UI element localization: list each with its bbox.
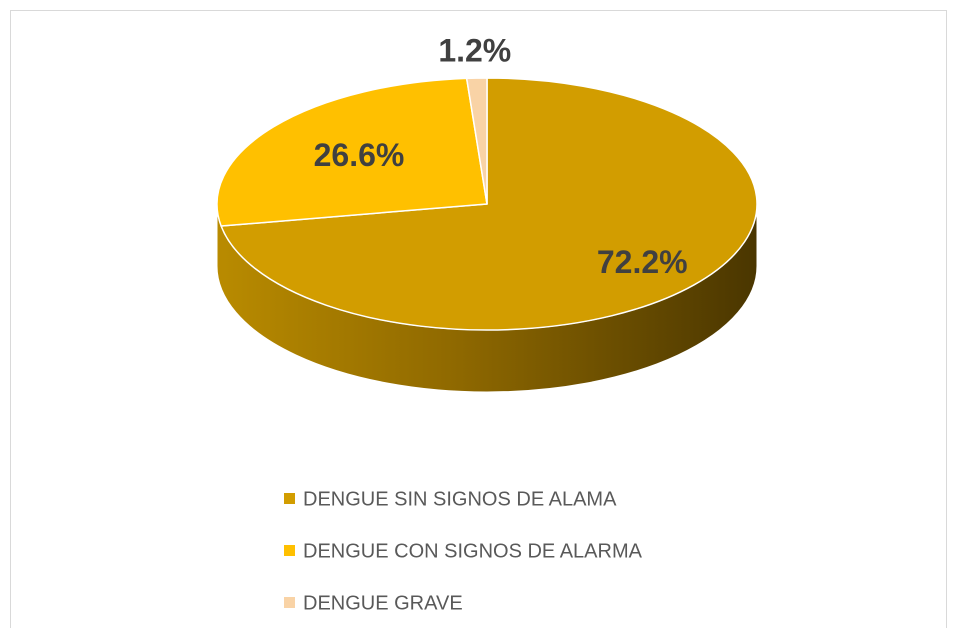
legend-swatch: [284, 545, 295, 556]
data-label: 72.2%: [597, 244, 688, 280]
legend-label: DENGUE SIN SIGNOS DE ALAMA: [303, 488, 617, 510]
pie-slice: [220, 77, 758, 331]
data-label: 1.2%: [438, 32, 511, 68]
pie: [216, 77, 758, 393]
data-label: 26.6%: [314, 137, 405, 173]
legend-swatch: [284, 597, 295, 608]
pie-slice: [465, 77, 488, 205]
legend-label: DENGUE GRAVE: [303, 592, 463, 614]
legend-label: DENGUE CON SIGNOS DE ALARMA: [303, 540, 643, 562]
legend-swatch: [284, 493, 295, 504]
pie-slice: [216, 77, 488, 227]
legend: DENGUE SIN SIGNOS DE ALAMA DENGUE CON SIG…: [284, 488, 643, 614]
